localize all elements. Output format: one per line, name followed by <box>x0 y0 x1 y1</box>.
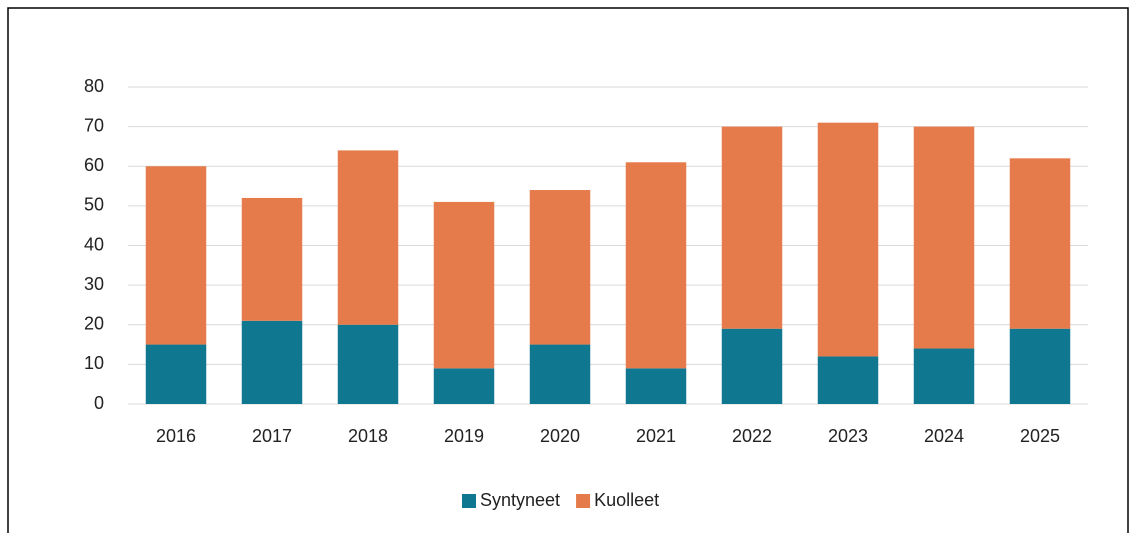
bar-segment <box>433 368 495 404</box>
x-tick-label: 2023 <box>828 426 868 446</box>
bar-segment <box>913 126 975 349</box>
bar-segment <box>817 356 879 404</box>
y-tick-label: 60 <box>84 155 104 175</box>
y-tick-label: 30 <box>84 274 104 294</box>
x-tick-label: 2016 <box>156 426 196 446</box>
x-tick-label: 2018 <box>348 426 388 446</box>
y-tick-label: 40 <box>84 234 104 254</box>
x-tick-label: 2025 <box>1020 426 1060 446</box>
bar-segment <box>145 344 207 404</box>
bar-segment <box>625 368 687 404</box>
bar-segment <box>241 320 303 404</box>
bar-segment <box>721 126 783 329</box>
x-tick-label: 2022 <box>732 426 772 446</box>
bar-segment <box>145 166 207 345</box>
y-tick-label: 20 <box>84 314 104 334</box>
x-tick-label: 2021 <box>636 426 676 446</box>
bar-segment <box>721 328 783 404</box>
x-tick-label: 2024 <box>924 426 964 446</box>
legend-label: Syntyneet <box>480 490 560 510</box>
y-tick-label: 50 <box>84 195 104 215</box>
bar-segment <box>1009 328 1071 404</box>
y-tick-label: 80 <box>84 76 104 96</box>
x-tick-label: 2020 <box>540 426 580 446</box>
y-tick-label: 0 <box>94 393 104 413</box>
x-tick-label: 2017 <box>252 426 292 446</box>
bar-segment <box>913 348 975 404</box>
legend-label: Kuolleet <box>594 490 659 510</box>
bar-segment <box>529 190 591 345</box>
bar-segment <box>529 344 591 404</box>
bar-segment <box>1009 158 1071 329</box>
x-tick-label: 2019 <box>444 426 484 446</box>
legend-swatch <box>462 494 476 508</box>
bar-segment <box>241 197 303 321</box>
bar-segment <box>625 162 687 369</box>
chart-frame <box>7 7 1129 533</box>
bar-segment <box>337 324 399 404</box>
bar-segment <box>433 201 495 369</box>
y-tick-label: 70 <box>84 115 104 135</box>
legend-swatch <box>576 494 591 508</box>
bar-segment <box>337 150 399 325</box>
bar-segment <box>817 122 879 357</box>
y-tick-label: 10 <box>84 353 104 373</box>
